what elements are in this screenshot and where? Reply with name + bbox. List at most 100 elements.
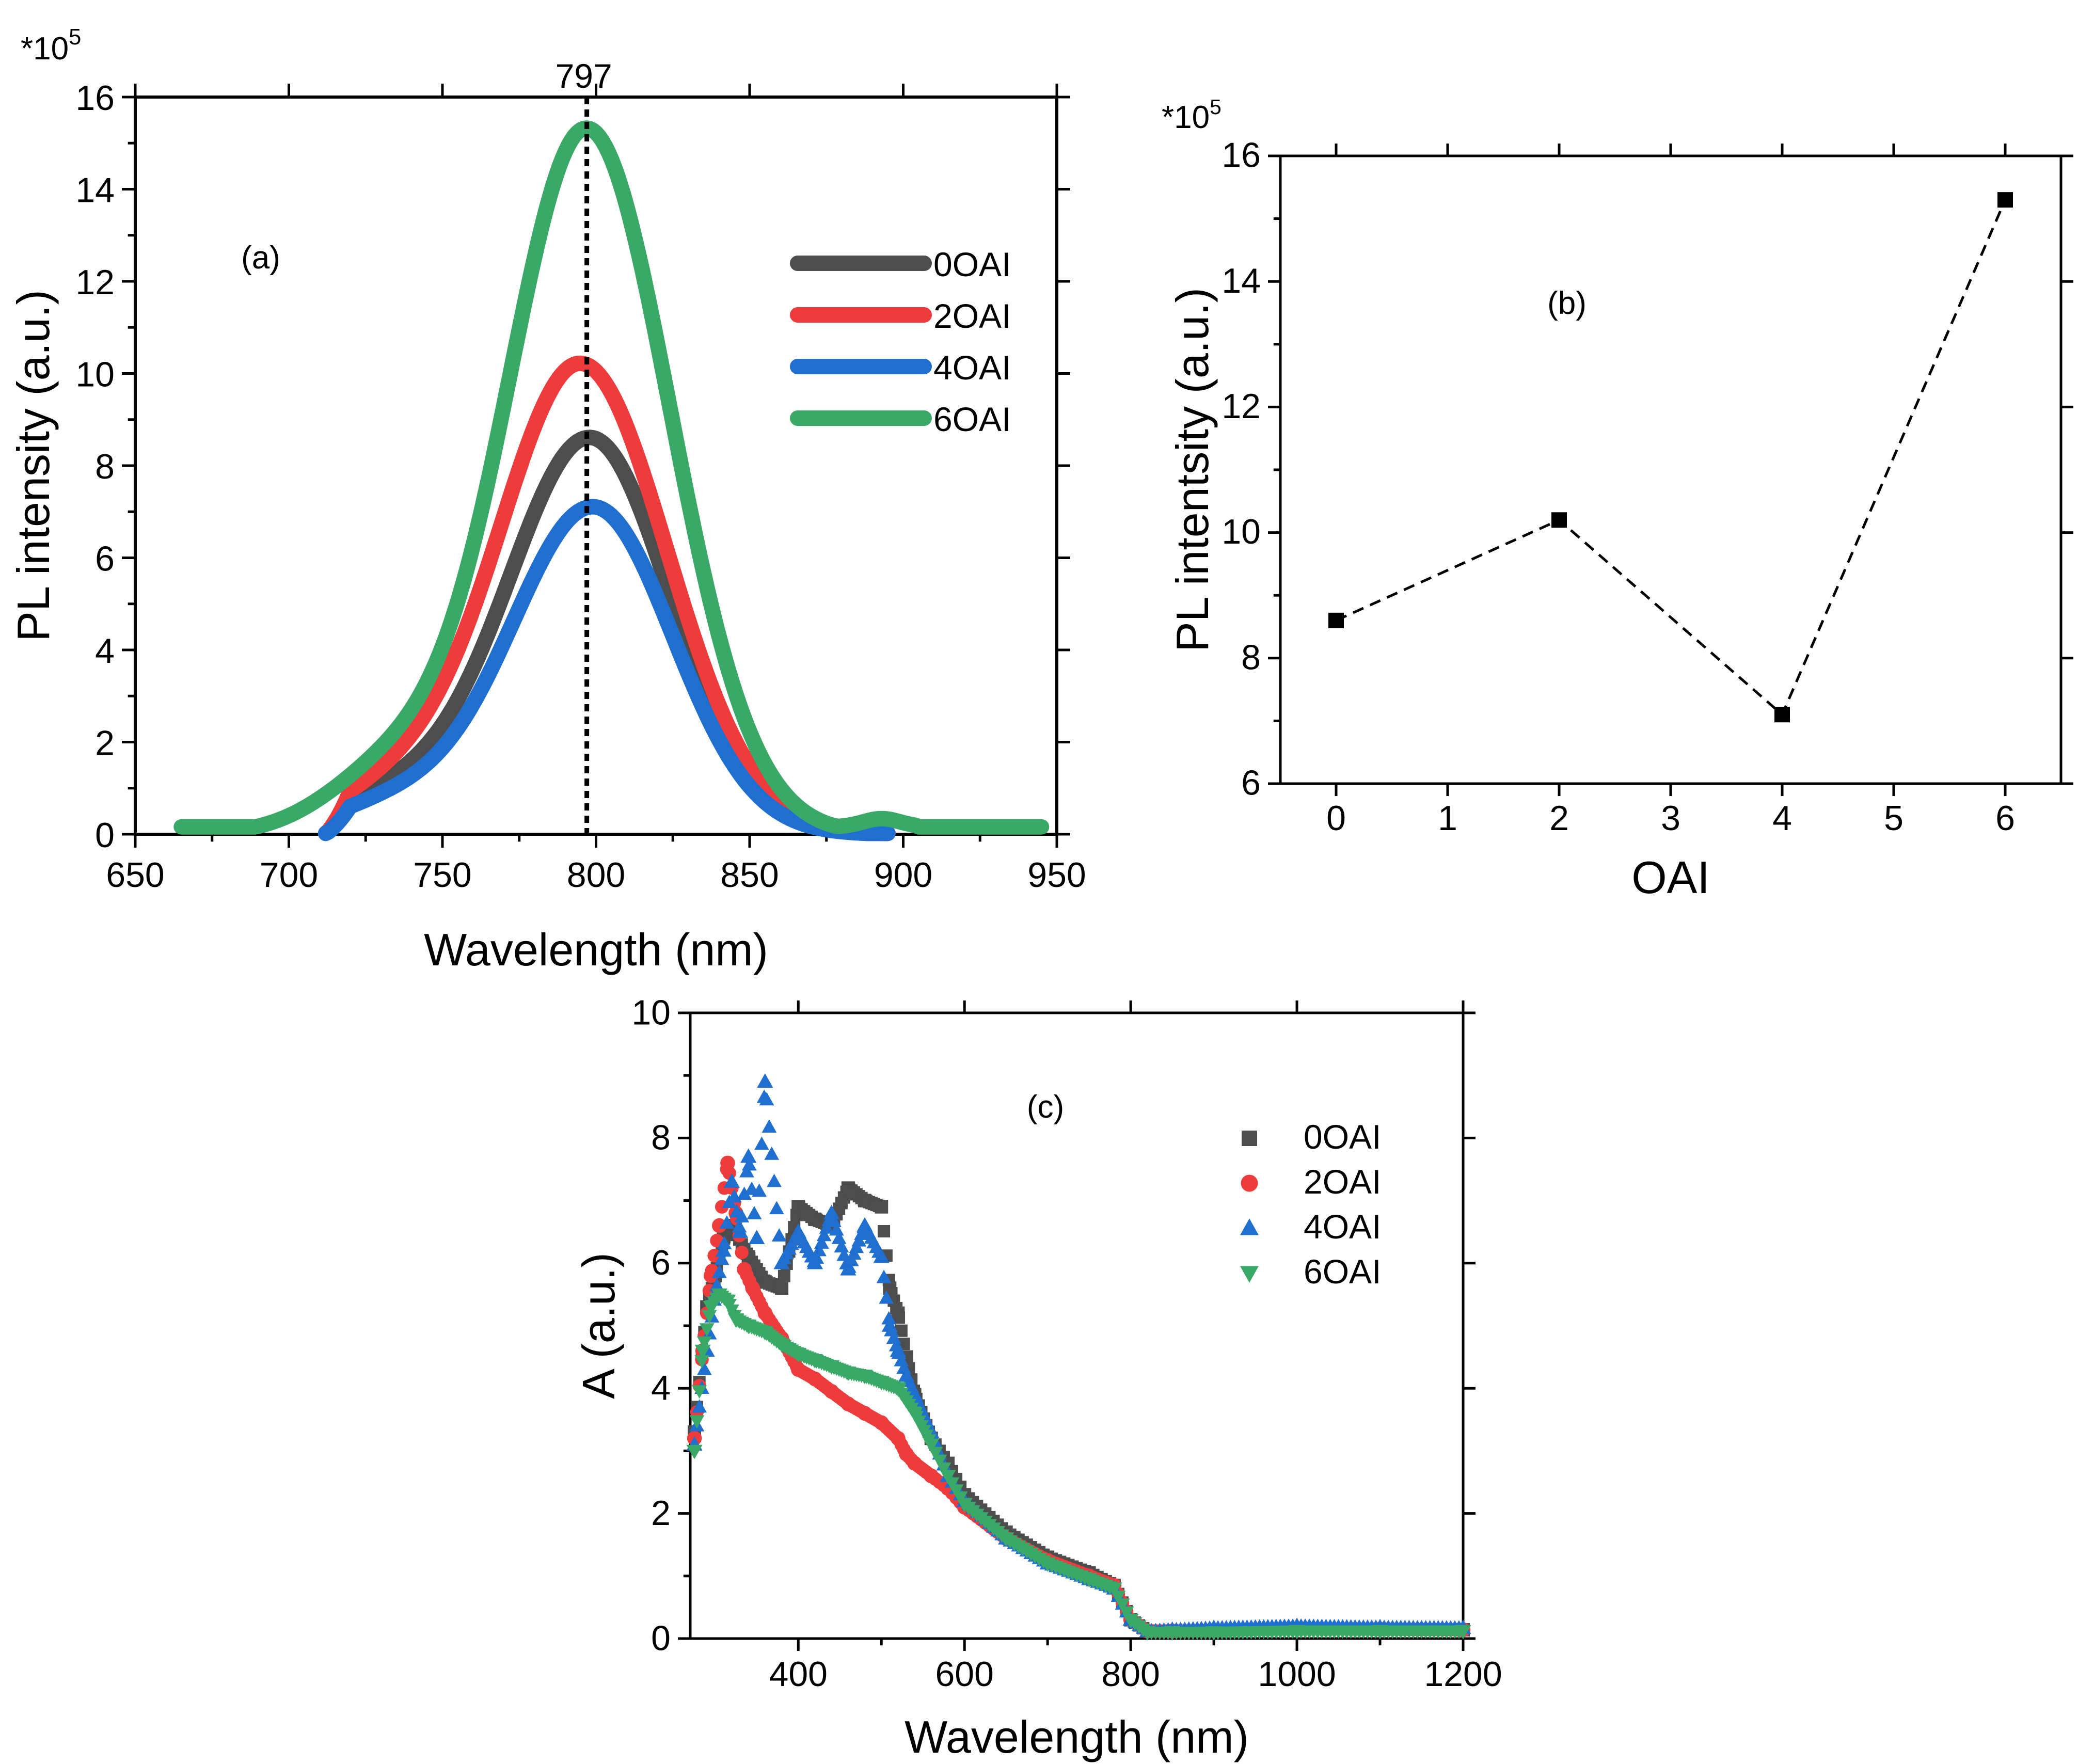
scan-point-6OAI [928,1447,943,1460]
scan-point-6OAI [696,1336,712,1350]
scan-point-0OAI [775,1282,788,1295]
scan-point-2OAI [735,1245,749,1260]
scan-point-6OAI [1119,1606,1134,1620]
scan-point-4OAI [829,1222,844,1236]
y-tick-label: 0 [651,1618,671,1658]
x-tick-label: 2 [1549,799,1569,838]
legend-label-4OAI: 4OAI [1304,1207,1381,1246]
scan-point-4OAI [692,1399,707,1413]
x-tick-label: 900 [874,855,932,895]
legend-label-2OAI: 2OAI [933,297,1011,335]
x-tick-label: 0 [1326,799,1346,838]
y-tick-label: 12 [75,263,115,302]
x-tick-label: 6 [1995,799,2015,838]
scan-point-6OAI [948,1484,964,1498]
scan-point-6OAI [1111,1591,1126,1604]
y-tick-label: 8 [651,1118,671,1157]
scan-point-6OAI [932,1454,947,1468]
x-tick-label: 3 [1661,799,1680,838]
dashed-trend-line [1335,199,2007,717]
y-tick-label: 14 [75,171,115,210]
x-tick-label: 850 [720,855,779,895]
scan-point-4OAI [711,1264,727,1278]
x-tick-label: 1000 [1258,1655,1336,1694]
y-axis-label: A (a.u.) [573,1252,624,1399]
scan-point-6OAI [689,1415,705,1429]
x-tick-label: 800 [567,855,625,895]
x-tick-label: 800 [1101,1655,1160,1694]
y-tick-label: 14 [1222,261,1261,300]
x-tick-label: 4 [1772,799,1792,838]
scan-point-4OAI [876,1269,892,1283]
legend-marker-2OAI [1241,1174,1258,1192]
scan-point-4OAI [814,1235,829,1249]
x-tick-label: 400 [769,1655,828,1694]
y-tick-label: 6 [1241,764,1261,803]
scan-point-4OAI [696,1361,712,1375]
scan-point-4OAI [831,1230,847,1244]
x-tick-label: 1 [1438,799,1457,838]
y-tick-label: 12 [1222,387,1261,426]
scan-point-6OAI [702,1310,717,1324]
scan-point-4OAI [819,1220,834,1234]
scan-point-4OAI [767,1173,782,1187]
x-tick-label: 650 [106,855,164,895]
y-multiplier-base: *10 [1162,100,1210,135]
x-axis-label: Wavelength (nm) [905,1711,1249,1762]
plot-frame [134,96,1058,836]
y-tick-label: 0 [95,816,115,855]
peak-marker-label: 797 [556,57,612,95]
scan-point-4OAI [874,1249,889,1263]
scan-point-4OAI [702,1326,717,1340]
scan-point-4OAI [881,1311,897,1325]
scan-point-6OAI [924,1439,939,1453]
x-tick-label: 700 [260,855,318,895]
scan-point-4OAI [719,1215,735,1229]
data-point-4OAI [715,1242,732,1257]
scan-point-4OAI [737,1186,752,1200]
legend-marker-6OAI [1240,1266,1259,1283]
y-tick-label: 2 [651,1493,671,1533]
data-point-oai-2 [1551,512,1567,528]
scan-point-6OAI [694,1355,709,1369]
plot-frame [689,1011,1465,1640]
scan-point-4OAI [717,1236,732,1250]
scan-point-4OAI [879,1290,894,1304]
x-axis-label: Wavelength (nm) [424,924,768,975]
data-point-4OAI [740,1148,757,1163]
y-tick-label: 4 [95,631,115,671]
panel-a-pl-spectra: 650 700 750 800 850 900 950 0 2 4 6 8 10 12 14 16 Wavele… [8,25,1086,975]
x-tick-label: 950 [1027,855,1086,895]
data-point-oai-0 [1328,612,1344,628]
plot-frame [1279,154,2063,785]
y-multiplier-base: *10 [21,31,69,67]
legend-label-6OAI: 6OAI [1304,1252,1381,1291]
x-axis-label: OAI [1631,852,1710,903]
scan-point-0OAI [778,1269,790,1282]
scan-point-6OAI [692,1385,707,1399]
legend-label-0OAI: 0OAI [1304,1118,1381,1156]
legend-label-0OAI: 0OAI [933,245,1011,283]
x-tick-label: 1200 [1424,1655,1502,1694]
y-tick-label: 2 [95,724,115,763]
series-markers-6OAI [686,1288,1471,1641]
scan-point-4OAI [714,1251,729,1265]
y-tick-label: 16 [1222,136,1261,175]
y-tick-label: 8 [1241,638,1261,677]
scan-point-4OAI [762,1119,777,1133]
scan-point-4OAI [752,1183,767,1197]
scan-point-4OAI [769,1201,784,1215]
scan-point-4OAI [834,1239,849,1253]
panel-label-a: (a) [241,240,280,276]
data-point-oai-6 [1997,192,2013,208]
scan-point-4OAI [812,1243,827,1257]
scan-point-4OAI [749,1230,765,1244]
x-tick-label: 5 [1884,799,1903,838]
scan-point-4OAI [759,1092,774,1106]
y-axis-label: PL intensity (a.u.) [8,290,59,641]
scan-point-4OAI [739,1164,754,1178]
panel-c-absorbance: 400 600 800 1000 1200 0 2 4 6 8 10 Wavelength (nm) A… [573,993,1502,1762]
scan-point-4OAI [824,1205,839,1219]
scan-point-4OAI [709,1278,724,1292]
legend-marker-4OAI [1240,1218,1259,1235]
